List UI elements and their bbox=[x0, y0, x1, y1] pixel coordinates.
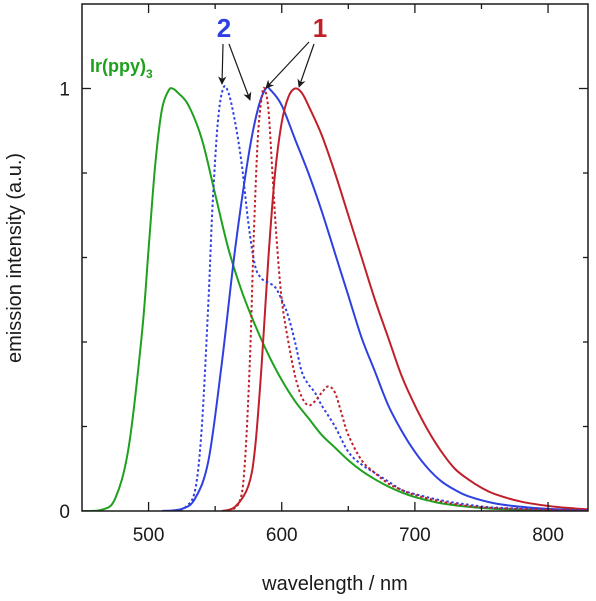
x-tick-label: 600 bbox=[266, 525, 298, 546]
compound-2-label: 2 bbox=[217, 13, 231, 43]
y-axis-title: emission intensity (a.u.) bbox=[4, 153, 26, 363]
x-tick-label: 700 bbox=[399, 525, 431, 546]
y-tick-label: 1 bbox=[59, 80, 70, 101]
series-line-3 bbox=[174, 85, 588, 511]
series-line-2 bbox=[221, 87, 588, 511]
y-tick-label: 0 bbox=[59, 502, 70, 523]
series-line-1 bbox=[161, 86, 588, 511]
series-line-4 bbox=[227, 86, 588, 511]
annotation-irppy3: Ir(ppy)3 bbox=[90, 56, 153, 81]
series-layer bbox=[82, 85, 588, 511]
annotation-1: 1 bbox=[265, 13, 327, 89]
x-tick-label: 800 bbox=[532, 525, 564, 546]
x-tick-label: 500 bbox=[133, 525, 165, 546]
series-line-0 bbox=[82, 87, 588, 511]
ticks-layer: 500 600 700 800 0 1 bbox=[59, 4, 588, 546]
plot-frame bbox=[81, 3, 589, 512]
arrow-2-to-solid bbox=[228, 43, 252, 101]
compound-1-label: 1 bbox=[313, 13, 327, 43]
arrow-2-to-dashed bbox=[217, 43, 227, 85]
annotation-2: 2 bbox=[217, 13, 252, 101]
x-axis-title: wavelength / nm bbox=[261, 573, 408, 595]
arrow-1-to-solid bbox=[297, 43, 315, 88]
irppy3-label: Ir(ppy)3 bbox=[90, 56, 153, 81]
arrow-1-to-dashed bbox=[265, 41, 310, 89]
